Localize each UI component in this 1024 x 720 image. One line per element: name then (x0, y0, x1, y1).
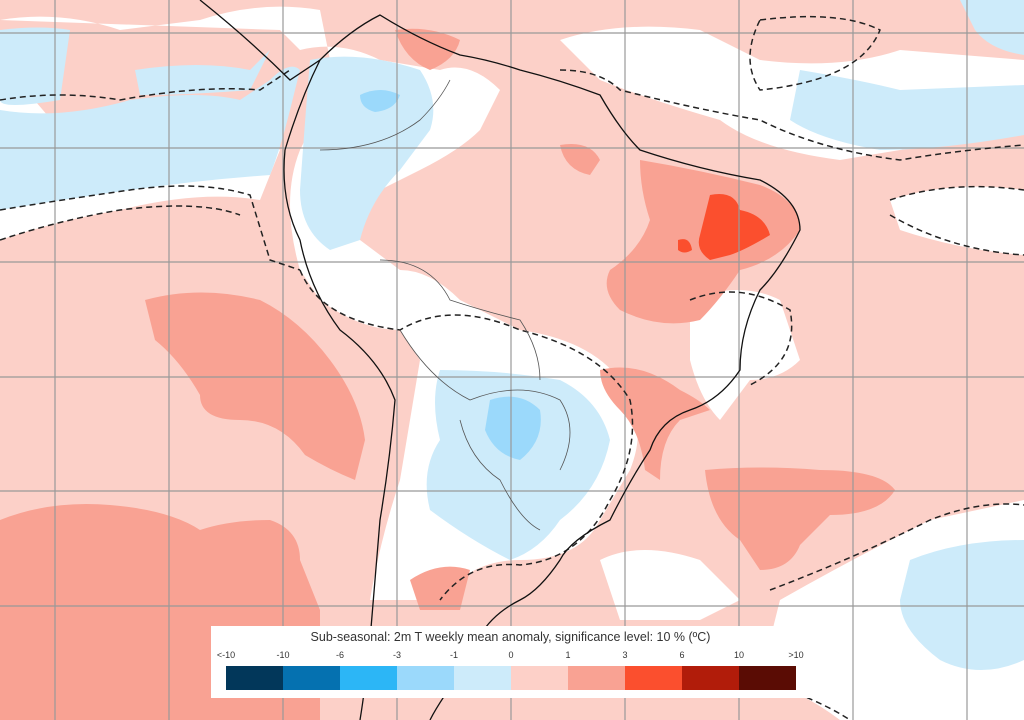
legend-tick: 6 (679, 650, 685, 660)
legend-tick: <-10 (216, 650, 236, 660)
moderate-cool-regions (360, 90, 541, 460)
legend-tick: -1 (449, 650, 459, 660)
legend-tick: 3 (622, 650, 628, 660)
legend-swatch (226, 666, 283, 690)
legend-tick: 0 (508, 650, 514, 660)
legend-tick: 10 (733, 650, 745, 660)
legend-swatch (682, 666, 739, 690)
coastlines (199, 0, 801, 720)
legend-tick: -10 (276, 650, 290, 660)
legend-swatch (625, 666, 682, 690)
legend-tick: -6 (335, 650, 345, 660)
cool-anomaly-regions (0, 0, 1024, 670)
legend-tick: 1 (565, 650, 571, 660)
country-borders (319, 79, 571, 531)
legend-tick: >10 (788, 650, 804, 660)
legend-swatch (739, 666, 796, 690)
legend-swatch (568, 666, 625, 690)
warm-anomaly-regions (0, 28, 895, 720)
legend-swatch (283, 666, 340, 690)
significance-contours (0, 15, 1024, 720)
strong-warm-regions (678, 194, 770, 260)
legend-swatch (397, 666, 454, 690)
legend-swatch (511, 666, 568, 690)
legend-swatch (454, 666, 511, 690)
colorbar-legend: Sub-seasonal: 2m T weekly mean anomaly, … (211, 626, 810, 698)
legend-color-bar (226, 666, 796, 690)
legend-swatch (340, 666, 397, 690)
legend-tick: -3 (392, 650, 402, 660)
legend-title: Sub-seasonal: 2m T weekly mean anomaly, … (310, 630, 711, 644)
legend-ticks: <-10 -10 -6 -3 -1 0 1 3 6 10 >10 (211, 650, 810, 662)
